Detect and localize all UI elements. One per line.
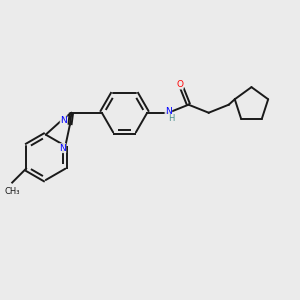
- Text: N: N: [60, 116, 67, 125]
- Text: N: N: [165, 107, 172, 116]
- Text: O: O: [176, 80, 183, 89]
- Text: N: N: [59, 144, 66, 153]
- Text: H: H: [168, 115, 174, 124]
- Text: CH₃: CH₃: [4, 187, 20, 196]
